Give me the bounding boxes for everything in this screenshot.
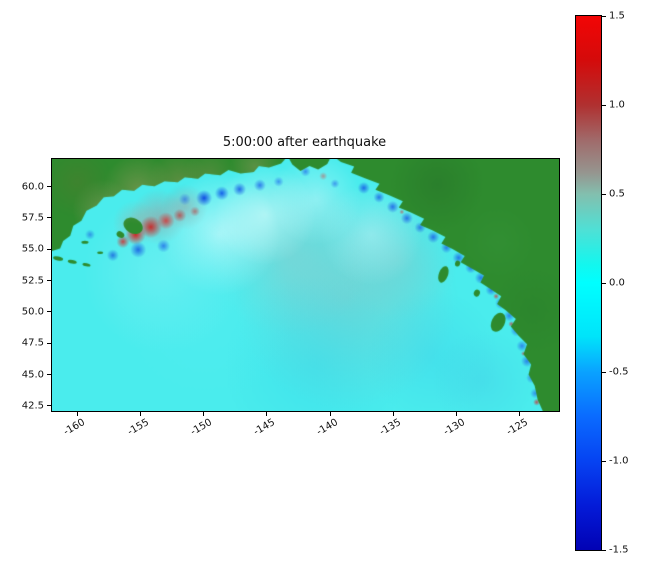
colorbar-gradient xyxy=(576,16,601,550)
y-tick-label: 57.5 xyxy=(21,212,44,224)
y-tick-mark xyxy=(47,311,51,313)
x-tick-label: -145 xyxy=(251,417,277,438)
y-tick-label: 45.0 xyxy=(21,369,44,381)
x-tick-mark xyxy=(203,412,205,416)
colorbar-tick-mark xyxy=(602,549,606,551)
y-tick-mark xyxy=(47,374,51,376)
y-tick-label: 47.5 xyxy=(21,337,44,349)
y-tick-mark xyxy=(47,405,51,407)
colorbar-tick-mark xyxy=(602,104,606,106)
x-tick-mark xyxy=(266,412,268,416)
x-tick-label: -130 xyxy=(441,417,467,438)
plot-title: 5:00:00 after earthquake xyxy=(222,135,387,150)
y-tick-label: 55.0 xyxy=(21,243,44,255)
y-tick-mark xyxy=(47,186,51,188)
colorbar-tick-label: -1.0 xyxy=(609,455,629,467)
colorbar-tick-label: 0.5 xyxy=(609,188,625,200)
colorbar-tick-label: -1.5 xyxy=(609,544,629,556)
x-tick-label: -140 xyxy=(315,417,341,438)
colorbar-tick-mark xyxy=(602,193,606,195)
x-tick-mark xyxy=(392,412,394,416)
y-tick-label: 42.5 xyxy=(21,400,44,412)
x-tick-label: -135 xyxy=(378,417,404,438)
y-tick-mark xyxy=(47,342,51,344)
y-tick-label: 60.0 xyxy=(21,181,44,193)
colorbar-tick-label: 1.0 xyxy=(609,99,625,111)
x-tick-label: -125 xyxy=(504,417,530,438)
x-tick-mark xyxy=(456,412,458,416)
colorbar-tick-mark xyxy=(602,15,606,17)
y-tick-mark xyxy=(47,217,51,219)
x-tick-label: -160 xyxy=(62,417,88,438)
x-tick-mark xyxy=(76,412,78,416)
colorbar-tick-label: 1.5 xyxy=(609,10,625,22)
y-tick-mark xyxy=(47,280,51,282)
map-axes: -160 -155 -150 -145 -140 -135 -130 -125 60.0 57.5… xyxy=(22,158,560,438)
x-tick-mark xyxy=(140,412,141,416)
colorbar-tick-mark xyxy=(602,282,606,284)
y-tick-label: 52.5 xyxy=(21,275,44,287)
y-tick-label: 50.0 xyxy=(21,306,44,318)
map-canvas xyxy=(52,159,559,411)
colorbar-tick-mark xyxy=(602,371,606,373)
colorbar-tick-label: 0.0 xyxy=(609,277,625,289)
x-tick-label: -155 xyxy=(125,417,151,438)
colorbar-tick-mark xyxy=(602,460,606,462)
x-tick-mark xyxy=(329,412,331,416)
colorbar-tick-label: -0.5 xyxy=(609,366,629,378)
x-tick-mark xyxy=(519,412,521,416)
colorbar: 1.5 1.0 0.5 0.0 -0.5 -1.0 -1.5 xyxy=(575,11,629,556)
y-tick-mark xyxy=(47,248,51,250)
x-tick-label: -150 xyxy=(188,417,214,438)
